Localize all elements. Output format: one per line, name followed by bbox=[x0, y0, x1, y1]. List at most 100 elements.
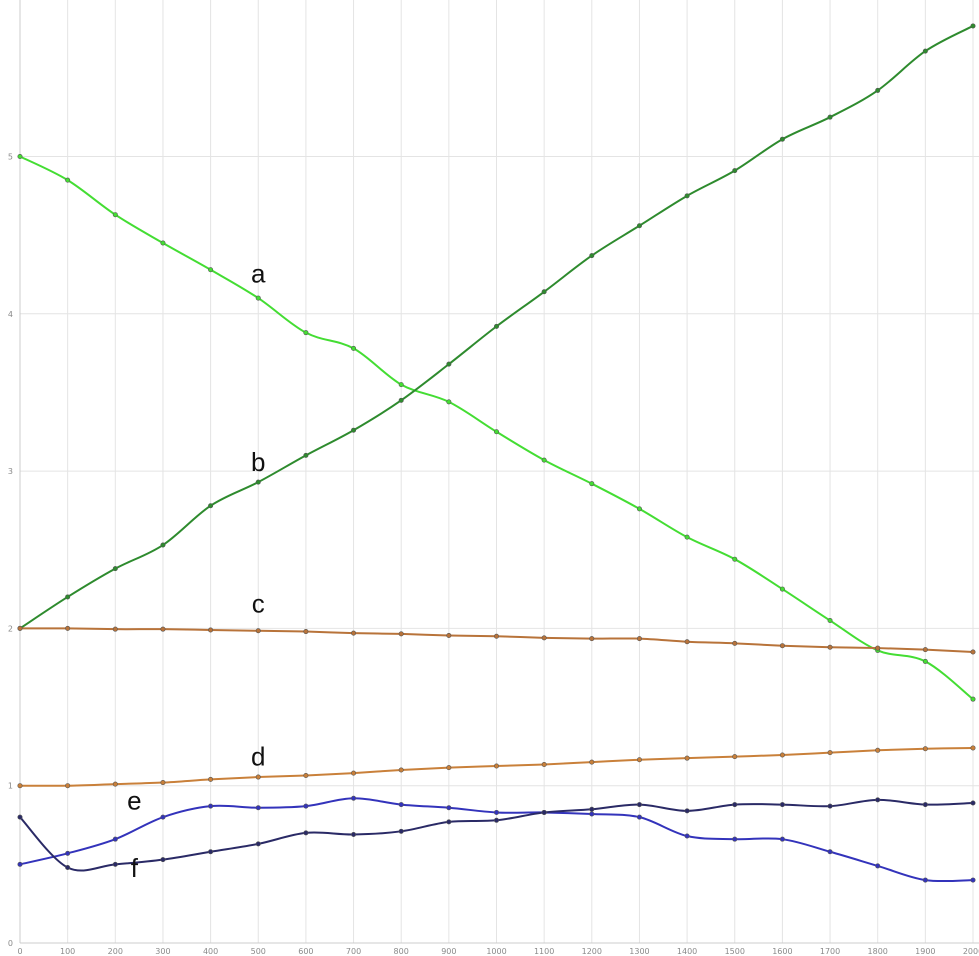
series-label-layer: a b c d e f bbox=[127, 258, 266, 883]
data-point-e bbox=[351, 795, 357, 801]
data-point-f bbox=[541, 809, 547, 815]
data-point-d bbox=[922, 746, 928, 752]
data-point-d bbox=[779, 752, 785, 758]
data-point-d bbox=[65, 783, 71, 789]
y-tick-label: 1 bbox=[8, 782, 13, 791]
data-point-c bbox=[160, 626, 166, 632]
data-point-a bbox=[65, 177, 71, 183]
data-point-d bbox=[112, 781, 118, 787]
series-label-e: e bbox=[127, 785, 141, 815]
axis-layer: 0 100 200 300 400 500 600 700 800 900 1000 1100 1200… bbox=[8, 0, 979, 956]
data-point-c bbox=[970, 649, 976, 655]
x-tick-label: 0 bbox=[17, 947, 22, 956]
data-point-e bbox=[493, 809, 499, 815]
data-point-f bbox=[351, 831, 357, 837]
data-point-d bbox=[827, 750, 833, 756]
data-point-a bbox=[922, 658, 928, 664]
x-tick-label: 1100 bbox=[534, 947, 554, 956]
data-point-c bbox=[875, 645, 881, 651]
data-point-a bbox=[255, 295, 261, 301]
data-point-e bbox=[589, 811, 595, 817]
data-point-e bbox=[875, 863, 881, 869]
grid-layer bbox=[19, 0, 979, 944]
data-point-c bbox=[541, 635, 547, 641]
data-point-b bbox=[636, 223, 642, 229]
data-point-f bbox=[779, 802, 785, 808]
data-point-e bbox=[112, 836, 118, 842]
data-point-c bbox=[398, 631, 404, 637]
data-point-f bbox=[970, 800, 976, 806]
data-point-c bbox=[17, 625, 23, 631]
x-tick-label: 900 bbox=[441, 947, 456, 956]
data-point-f bbox=[636, 802, 642, 808]
data-point-e bbox=[684, 833, 690, 839]
data-point-a bbox=[827, 618, 833, 624]
data-point-d bbox=[255, 774, 261, 780]
data-point-b bbox=[589, 253, 595, 259]
x-tick-label: 1000 bbox=[486, 947, 506, 956]
data-point-e bbox=[65, 850, 71, 856]
data-point-a bbox=[636, 506, 642, 512]
y-tick-label: 0 bbox=[8, 939, 13, 948]
data-point-a bbox=[17, 154, 23, 160]
data-point-b bbox=[732, 168, 738, 174]
data-point-d bbox=[303, 772, 309, 778]
y-tick-label: 5 bbox=[8, 153, 13, 162]
x-tick-label: 800 bbox=[394, 947, 409, 956]
y-tick-label: 4 bbox=[8, 310, 13, 319]
data-point-c bbox=[351, 630, 357, 636]
data-point-f bbox=[922, 802, 928, 808]
series-layer bbox=[17, 23, 976, 883]
x-tick-label: 200 bbox=[108, 947, 123, 956]
data-point-d bbox=[208, 776, 214, 782]
data-point-f bbox=[875, 797, 881, 803]
data-point-a bbox=[684, 534, 690, 540]
data-point-d bbox=[732, 754, 738, 760]
data-point-b bbox=[303, 452, 309, 458]
data-point-a bbox=[112, 212, 118, 218]
data-point-a bbox=[160, 240, 166, 246]
data-point-a bbox=[303, 330, 309, 336]
data-point-c bbox=[779, 643, 785, 649]
data-point-d bbox=[160, 780, 166, 786]
data-point-d bbox=[684, 755, 690, 761]
y-tick-label: 3 bbox=[8, 467, 13, 476]
data-point-a bbox=[493, 429, 499, 435]
data-point-f bbox=[684, 808, 690, 814]
data-point-c bbox=[684, 639, 690, 645]
data-point-e bbox=[636, 814, 642, 820]
data-point-b bbox=[684, 193, 690, 199]
data-point-e bbox=[17, 861, 23, 867]
data-point-c bbox=[922, 647, 928, 653]
data-point-e bbox=[970, 877, 976, 883]
series-label-f: f bbox=[131, 853, 139, 883]
data-point-e bbox=[779, 836, 785, 842]
data-point-c bbox=[303, 629, 309, 635]
x-tick-label: 600 bbox=[298, 947, 313, 956]
data-point-d bbox=[875, 747, 881, 753]
x-tick-label: 1800 bbox=[868, 947, 888, 956]
series-label-d: d bbox=[251, 741, 265, 771]
x-tick-label: 700 bbox=[346, 947, 361, 956]
x-tick-label: 400 bbox=[203, 947, 218, 956]
data-point-d bbox=[589, 759, 595, 765]
data-point-d bbox=[970, 745, 976, 751]
data-point-b bbox=[398, 397, 404, 403]
data-point-f bbox=[589, 806, 595, 812]
data-point-c bbox=[112, 626, 118, 632]
data-point-a bbox=[208, 267, 214, 273]
series-label-c: c bbox=[252, 589, 265, 619]
data-point-d bbox=[17, 783, 23, 789]
data-point-f bbox=[17, 814, 23, 820]
x-tick-label: 1200 bbox=[582, 947, 602, 956]
data-point-c bbox=[732, 640, 738, 646]
data-point-a bbox=[589, 481, 595, 487]
data-point-a bbox=[398, 382, 404, 388]
x-tick-label: 1600 bbox=[772, 947, 792, 956]
data-point-e bbox=[827, 849, 833, 855]
data-point-f bbox=[398, 828, 404, 834]
data-point-f bbox=[827, 803, 833, 809]
data-point-c bbox=[493, 633, 499, 639]
